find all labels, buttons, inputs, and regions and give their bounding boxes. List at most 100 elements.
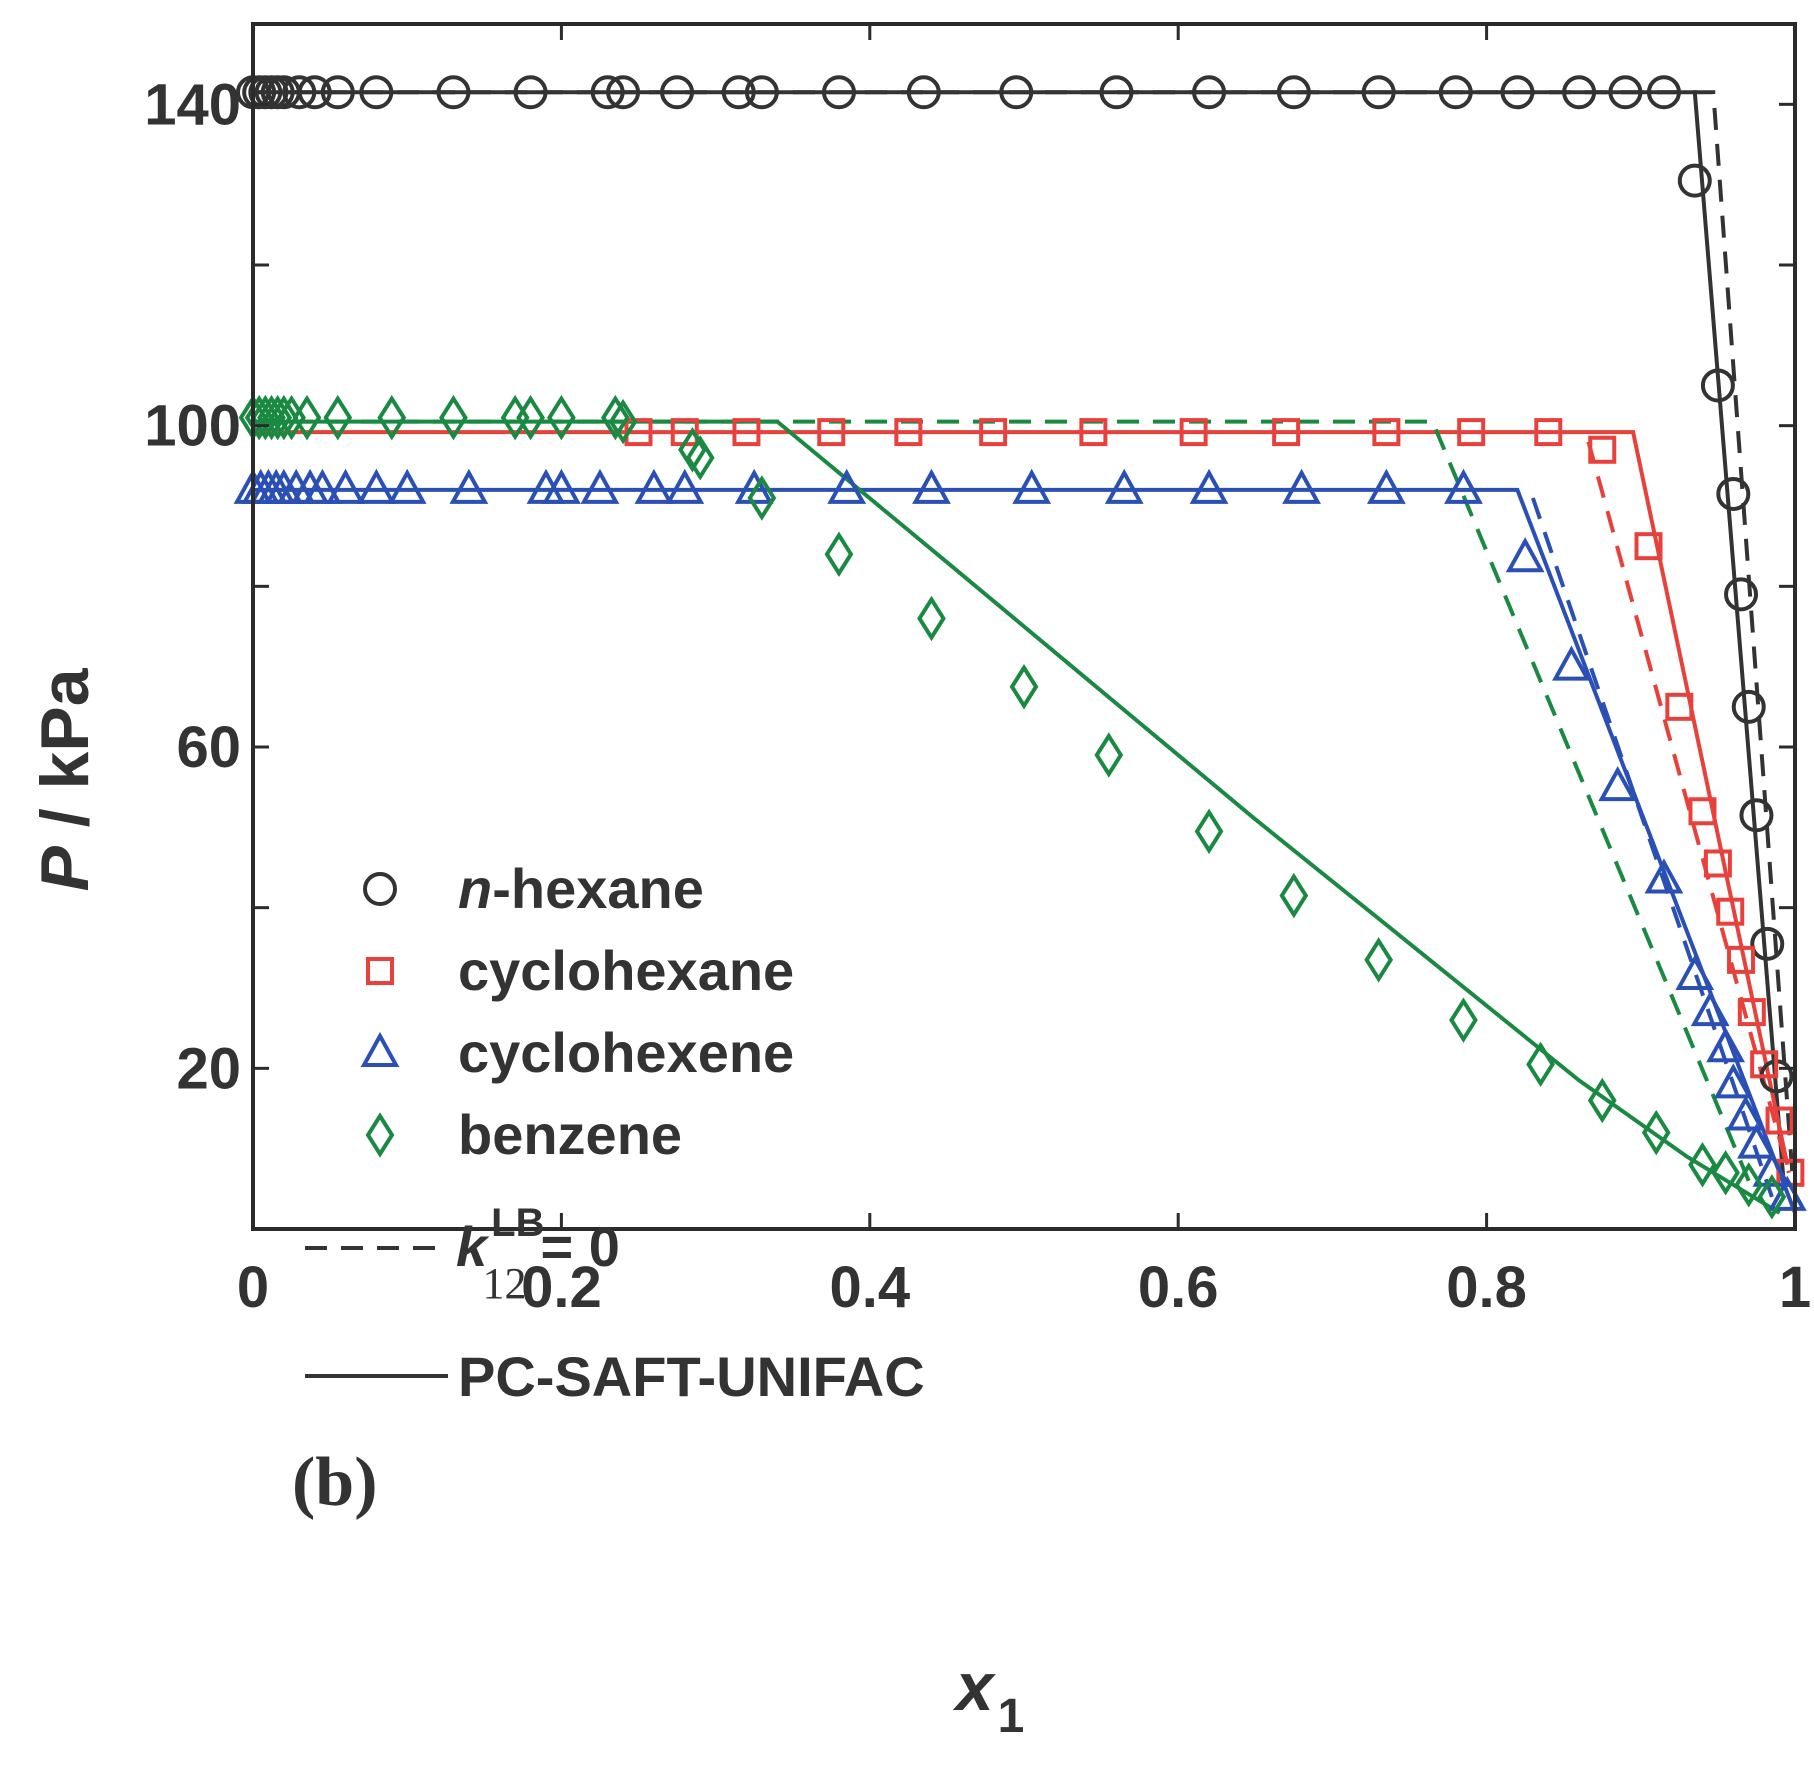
- data-point-n-hexane: [1500, 75, 1535, 110]
- data-point-cyclohexene: [1282, 468, 1321, 504]
- legend: n-hexane cyclohexane cyclohexene benzene…: [305, 857, 925, 1408]
- data-point-n-hexane: [1700, 368, 1735, 403]
- data-point-n-hexane: [1750, 926, 1785, 961]
- data-point-n-hexane: [590, 75, 625, 110]
- plot-frame: [251, 22, 1797, 1231]
- data-point-cyclohexane: [1688, 797, 1717, 826]
- data-point-cyclohexane: [1079, 418, 1108, 447]
- data-point-cyclohexene: [1366, 468, 1406, 504]
- data-point-n-hexane: [1731, 689, 1766, 724]
- data-point-cyclohexene: [912, 468, 951, 504]
- axes: [251, 22, 1797, 1231]
- y-tick-label: 140: [144, 72, 241, 137]
- data-point-benzene: [1526, 1041, 1555, 1088]
- data-point-cyclohexene: [1189, 468, 1229, 504]
- data-point-cyclohexane: [817, 418, 846, 447]
- y-tick-label: 60: [176, 715, 241, 780]
- data-point-n-hexane: [1099, 75, 1134, 110]
- x-tick-label: 0.4: [829, 1255, 910, 1320]
- data-point-cyclohexene: [1012, 468, 1052, 504]
- data-point-benzene: [377, 394, 407, 441]
- legend-label-benzene: benzene: [458, 1103, 682, 1166]
- data-point-benzene: [516, 394, 545, 441]
- data-point-n-hexane: [999, 75, 1034, 110]
- data-point-benzene: [1279, 872, 1309, 919]
- data-markers: [233, 75, 1807, 1220]
- data-point-cyclohexene: [1737, 1123, 1776, 1159]
- data-point-benzene: [1587, 1077, 1617, 1124]
- data-point-benzene: [685, 435, 715, 481]
- data-point-cyclohexene: [1552, 645, 1591, 681]
- fit-line-n-hexane-dashed: [253, 90, 1796, 1189]
- legend-marker-cyclohexene: [360, 1031, 400, 1067]
- data-point-benzene: [824, 531, 854, 577]
- data-point-cyclohexene: [1444, 468, 1483, 504]
- data-point-n-hexane: [721, 75, 756, 110]
- data-point-benzene: [1364, 937, 1394, 983]
- data-point-cyclohexane: [1750, 1050, 1779, 1079]
- data-point-cyclohexene: [326, 468, 365, 504]
- data-point-cyclohexane: [1272, 418, 1301, 447]
- data-point-benzene: [917, 595, 946, 642]
- fit-line-cyclohexane-solid: [253, 430, 1790, 1166]
- data-point-cyclohexene: [827, 468, 867, 504]
- data-point-n-hexane: [436, 75, 471, 110]
- y-axis-title: P / kPa: [27, 667, 103, 891]
- data-point-cyclohexane: [1737, 998, 1766, 1027]
- data-point-n-hexane: [297, 75, 332, 110]
- data-point-cyclohexane: [894, 418, 923, 447]
- legend-label-cyclohexane: cyclohexane: [458, 939, 794, 1002]
- data-point-benzene: [601, 394, 630, 441]
- data-point-cyclohexane: [1457, 418, 1486, 447]
- data-point-cyclohexene: [1690, 990, 1730, 1027]
- data-point-cyclohexane: [1372, 418, 1401, 447]
- legend-label-dashed: k LB 12= 0: [456, 1201, 620, 1308]
- legend-label-n-hexane: n-hexane: [458, 857, 704, 920]
- data-point-cyclohexane: [979, 418, 1008, 447]
- data-point-n-hexane: [513, 75, 548, 110]
- data-point-cyclohexane: [1179, 418, 1208, 447]
- panel-label: (b): [292, 1444, 378, 1521]
- data-point-n-hexane: [320, 75, 355, 110]
- fit-line-benzene-solid: [253, 419, 1781, 1215]
- data-point-cyclohexene: [1598, 766, 1638, 802]
- data-point-benzene: [1641, 1109, 1671, 1156]
- data-point-n-hexane: [1716, 476, 1751, 511]
- data-point-benzene: [747, 475, 777, 521]
- data-point-n-hexane: [282, 75, 317, 110]
- data-point-n-hexane: [1361, 75, 1396, 110]
- data-point-cyclohexene: [449, 468, 489, 504]
- data-point-cyclohexene: [1104, 468, 1144, 504]
- legend-marker-benzene: [365, 1112, 395, 1158]
- data-point-cyclohexene: [1713, 1063, 1753, 1099]
- data-point-benzene: [547, 394, 576, 441]
- data-point-benzene: [1734, 1162, 1764, 1208]
- legend-marker-cyclohexane: [366, 957, 394, 985]
- data-point-cyclohexene: [580, 468, 620, 504]
- data-point-benzene: [250, 394, 280, 441]
- data-point-cyclohexane: [1588, 435, 1617, 464]
- data-point-n-hexane: [906, 75, 941, 110]
- legend-label-solid: PC-SAFT-UNIFAC: [458, 1345, 925, 1408]
- data-point-n-hexane: [606, 75, 641, 110]
- data-point-cyclohexane: [1634, 532, 1663, 561]
- data-point-n-hexane: [660, 75, 695, 110]
- x-tick-label: 0.8: [1446, 1255, 1527, 1320]
- data-point-benzene: [1688, 1141, 1717, 1188]
- data-point-benzene: [1757, 1174, 1787, 1220]
- data-point-benzene: [269, 394, 299, 441]
- data-point-benzene: [608, 398, 638, 445]
- data-point-n-hexane: [821, 75, 856, 110]
- data-point-cyclohexane: [1703, 849, 1732, 878]
- data-point-cyclohexene: [1706, 1027, 1745, 1063]
- x-axis-title: x1: [953, 1649, 1025, 1743]
- data-point-benzene: [292, 394, 322, 441]
- data-point-cyclohexene: [1675, 954, 1715, 990]
- data-point-n-hexane: [1739, 798, 1774, 833]
- data-point-n-hexane: [359, 75, 394, 110]
- legend-markers: [360, 872, 400, 1158]
- data-point-n-hexane: [1192, 75, 1227, 110]
- x-tick-label: 1: [1779, 1255, 1811, 1320]
- data-point-n-hexane: [1724, 577, 1759, 612]
- data-point-cyclohexene: [1726, 1095, 1766, 1131]
